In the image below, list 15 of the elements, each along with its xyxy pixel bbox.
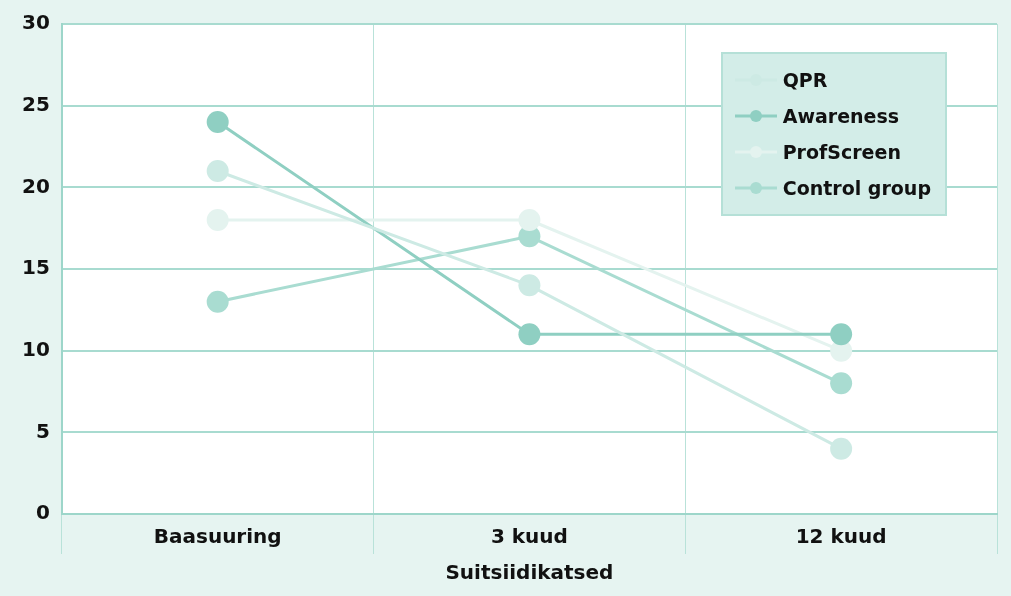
legend-label: ProfScreen [782,141,901,163]
y-tick-label: 5 [35,418,50,443]
x-axis-title: Suitsiidikatsed [445,560,614,585]
legend-label: Awareness [782,105,900,127]
x-tick-label: Baasuuring [153,524,282,549]
y-tick-label: 30 [21,10,50,35]
y-tick-label: 15 [21,255,50,280]
y-tick-label: 0 [35,500,50,525]
legend-label: QPR [782,69,828,91]
y-tick-label: 10 [21,336,50,361]
x-tick-label: 12 kuud [795,524,887,549]
x-tick-label: 3 kuud [490,524,568,549]
legend-label: Control group [782,177,931,199]
y-tick-label: 25 [21,91,50,116]
y-tick-label: 20 [21,173,50,198]
